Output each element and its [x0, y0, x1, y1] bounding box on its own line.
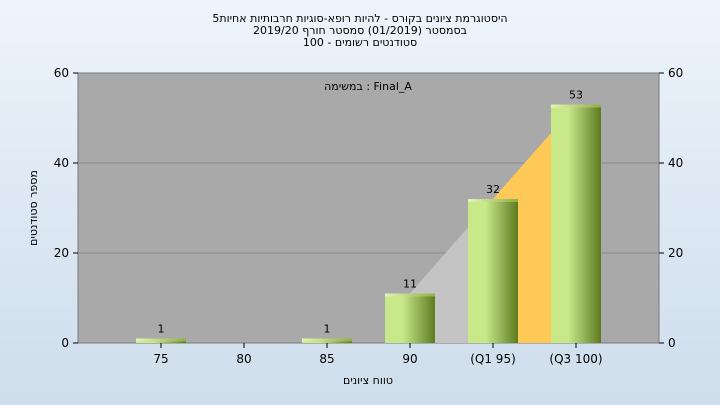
chart-title: היסטוגרמת ציונים בקורס - להיות רופא-סוגי…: [212, 12, 507, 49]
y-tick-label: 0: [61, 336, 69, 350]
bar: [385, 293, 435, 343]
x-tick-label: 90: [402, 352, 417, 366]
y-tick-label: 40: [668, 156, 683, 170]
y-tick-label: 60: [668, 66, 683, 80]
y-tick-label: 60: [54, 66, 69, 80]
y-axis-left: 0 20 40 60: [54, 66, 78, 350]
bar-cap: [468, 199, 518, 202]
chart-title-line-2: בסמסטר (01/2019) סמסטר חורף 2019/20: [253, 24, 467, 37]
data-label: 53: [569, 89, 583, 102]
y-axis-right: 0 20 40 60: [659, 66, 683, 350]
chart-title-line-1: היסטוגרמת ציונים בקורס - להיות רופא-סוגי…: [212, 12, 507, 25]
chart-title-line-3: סטודנטים רשומים - 100: [303, 36, 417, 49]
data-label: 11: [403, 278, 417, 291]
y-tick-label: 0: [668, 336, 676, 350]
data-label: 1: [158, 323, 165, 336]
bar-cap: [385, 293, 435, 297]
x-axis-title: טווח ציונים: [343, 374, 393, 387]
y-tick-label: 20: [668, 246, 683, 260]
x-tick-label: 80: [236, 352, 251, 366]
y-tick-label: 40: [54, 156, 69, 170]
y-tick-label: 20: [54, 246, 69, 260]
y-axis-title: מספר סטודנטים: [27, 170, 40, 246]
x-tick-label: (Q3 100): [549, 352, 602, 366]
bar-cap: [136, 338, 186, 342]
x-tick-label: 85: [319, 352, 334, 366]
x-tick-label: (Q1 95): [470, 352, 516, 366]
bar-cap: [302, 338, 352, 342]
bar-cap: [551, 104, 601, 108]
data-label: 1: [324, 323, 331, 336]
x-tick-label: 75: [153, 352, 168, 366]
bar: [551, 104, 601, 343]
x-axis: 75 80 85 90 (Q1 95) (Q3 100): [153, 343, 603, 366]
data-label: 32: [486, 183, 500, 196]
bar: [468, 199, 518, 343]
bars: [136, 104, 601, 343]
chart-annotation: במשימה : Final_A: [324, 80, 412, 93]
